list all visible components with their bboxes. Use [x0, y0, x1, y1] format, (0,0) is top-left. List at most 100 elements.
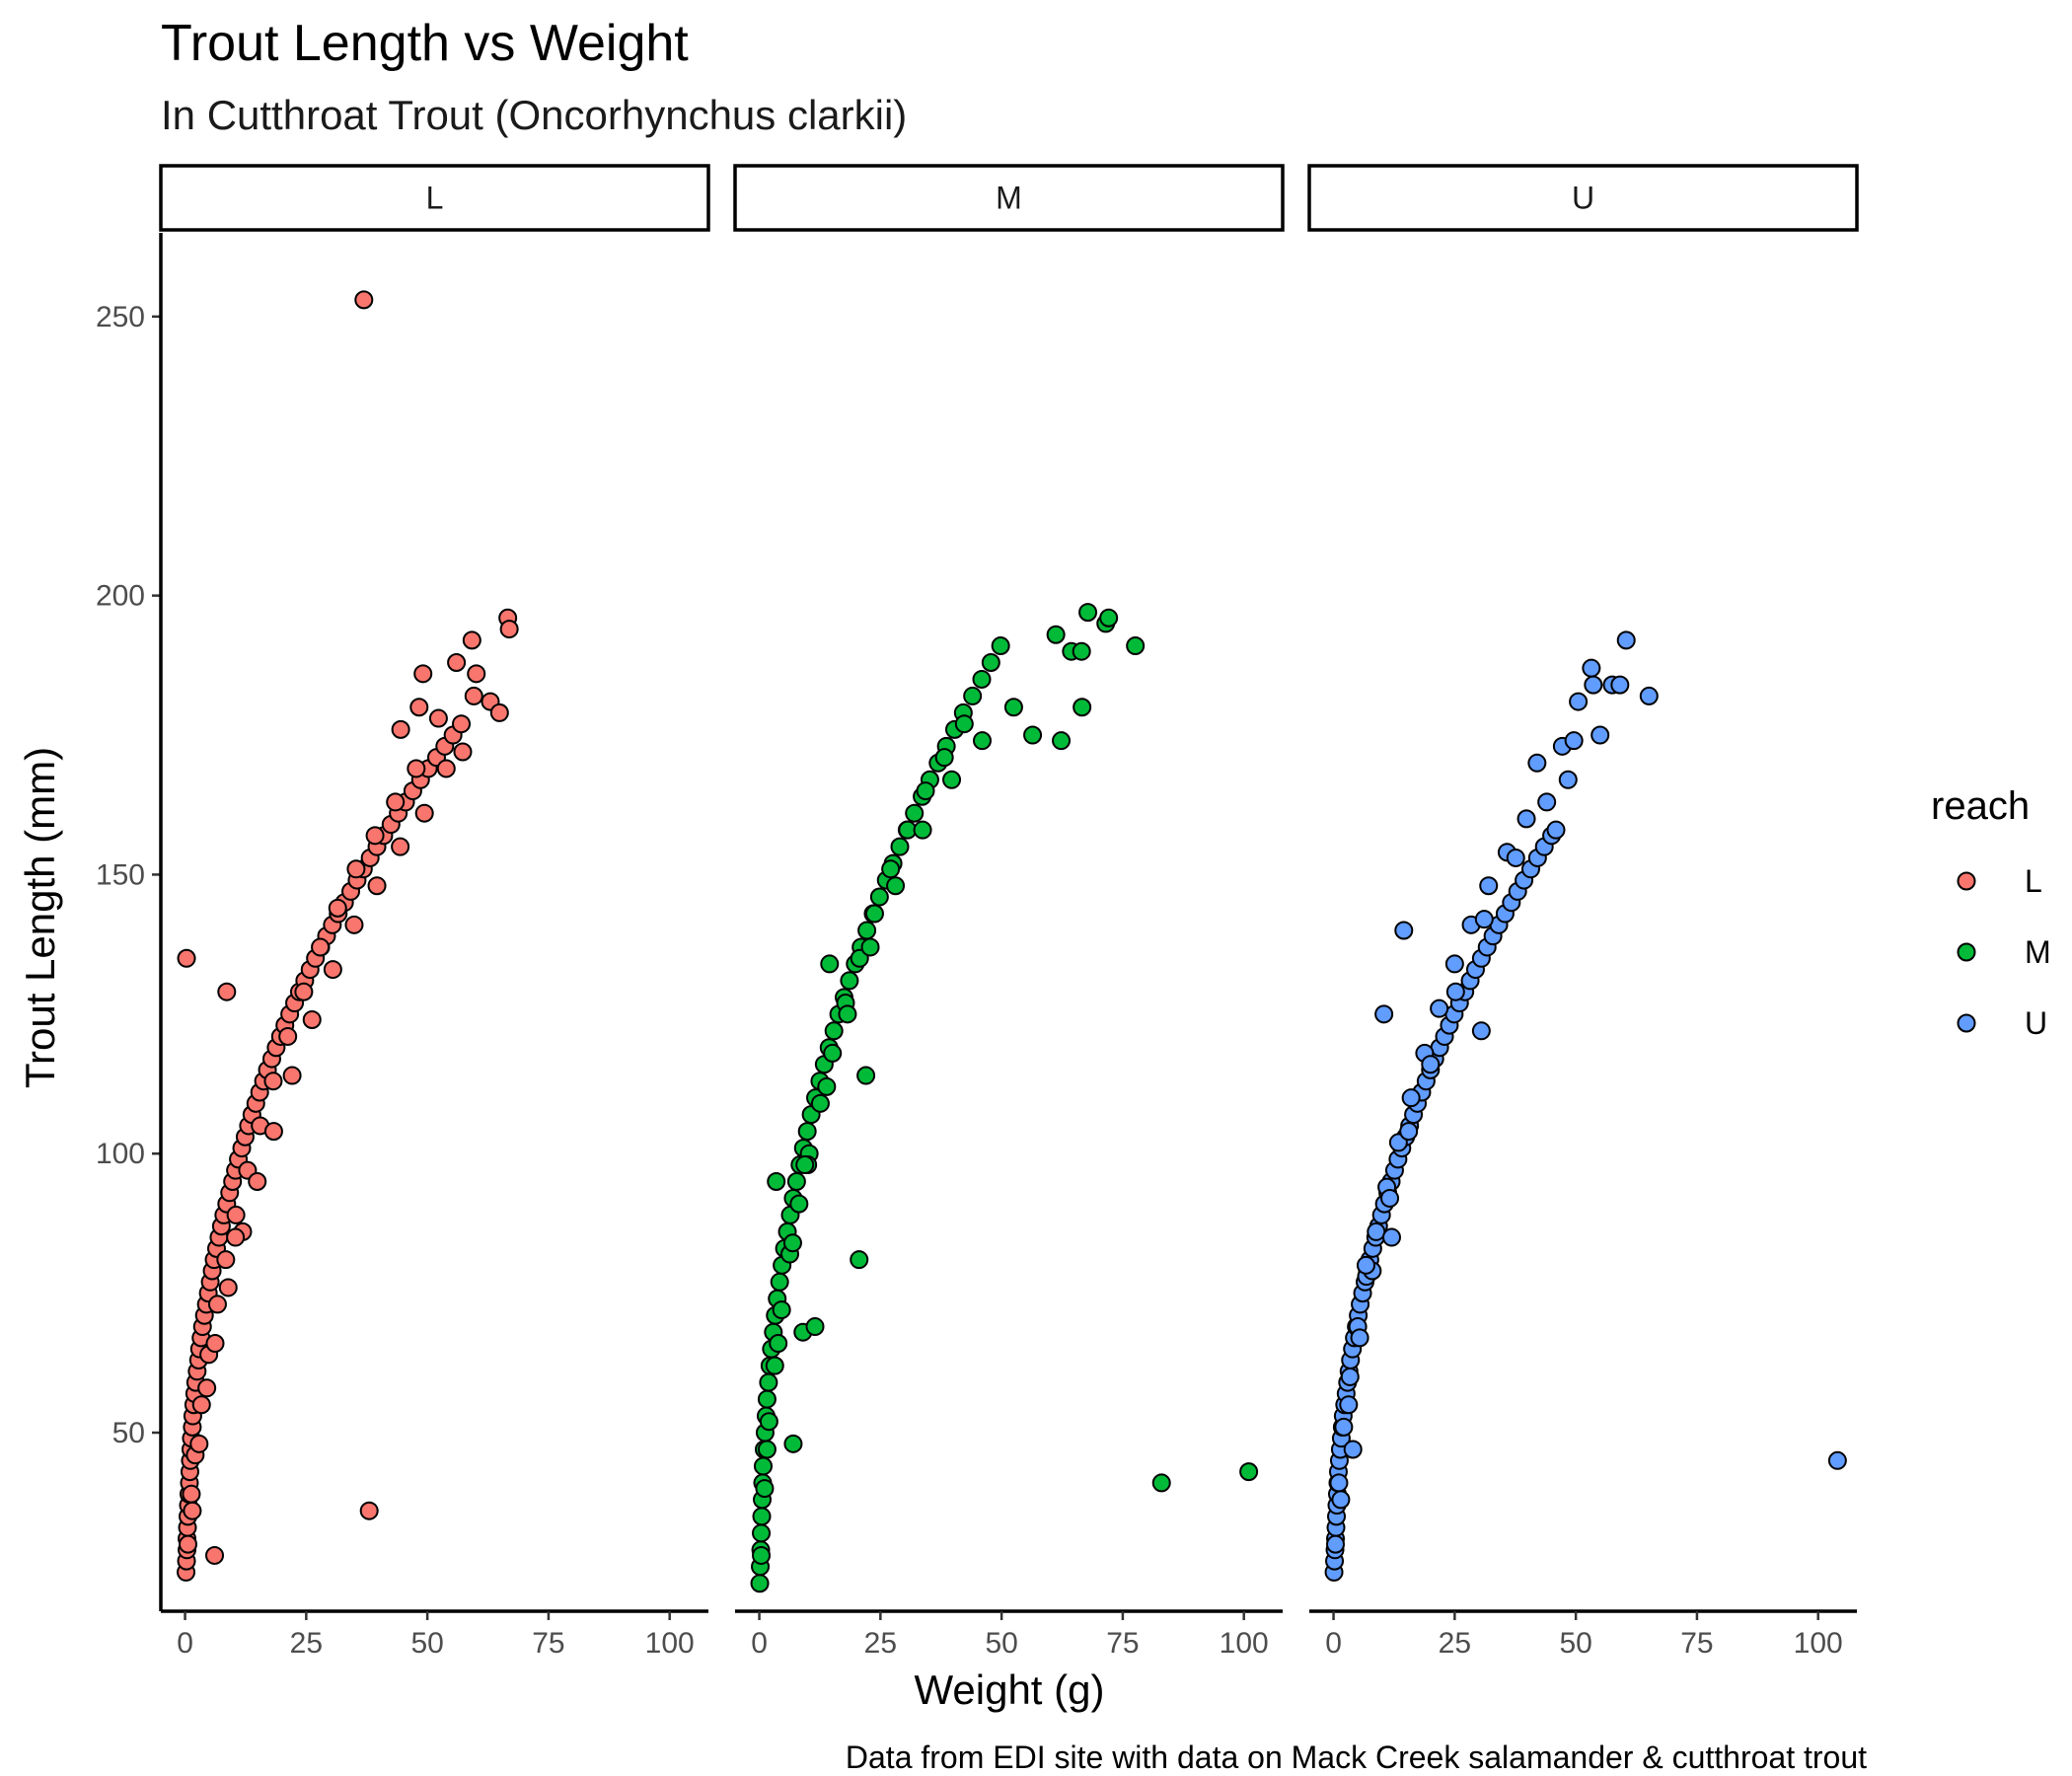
data-point	[189, 1434, 209, 1453]
data-point	[963, 686, 983, 705]
data-point	[750, 1574, 770, 1593]
data-point	[757, 1389, 777, 1409]
data-point	[328, 898, 347, 918]
data-point	[183, 1501, 202, 1520]
data-point	[499, 620, 519, 639]
data-point	[850, 948, 869, 968]
data-point	[453, 742, 473, 762]
data-point	[428, 708, 448, 728]
data-point	[294, 982, 314, 1001]
data-point	[753, 1456, 773, 1476]
data-point	[1126, 636, 1146, 656]
legend-key-l	[1957, 871, 1976, 891]
data-point	[991, 636, 1010, 656]
legend-title: reach	[1931, 784, 2030, 828]
data-point	[752, 1545, 772, 1565]
data-point	[1073, 698, 1092, 717]
data-point	[856, 1066, 876, 1085]
y-tick-label: 50	[112, 1417, 145, 1449]
panels: 50 100 150 200 250 L 0 25 50 75 100 M 0 25 50 75 100 U 0 25…	[96, 164, 1859, 1660]
data-point	[1367, 1221, 1386, 1241]
data-point	[1527, 753, 1547, 773]
data-point	[981, 653, 1000, 673]
data-point	[359, 1501, 379, 1520]
chart-subtitle: In Cutthroat Trout (Oncorhynchus clarkii…	[161, 92, 907, 138]
data-point	[1582, 658, 1601, 678]
data-point	[226, 1227, 246, 1247]
data-point	[1827, 1450, 1847, 1470]
data-point	[1334, 1417, 1354, 1437]
data-point	[489, 703, 509, 722]
legend-label: U	[2025, 1005, 2047, 1041]
x-tick-label: 50	[1559, 1627, 1591, 1660]
x-tick-label: 75	[532, 1627, 564, 1660]
series-points-m	[750, 603, 1259, 1593]
x-tick-label: 0	[1325, 1627, 1342, 1660]
data-point	[1326, 1534, 1346, 1554]
data-point	[850, 1250, 869, 1270]
y-tick-label: 100	[96, 1138, 145, 1170]
chart-caption: Data from EDI site with data on Mack Cre…	[846, 1739, 1867, 1775]
data-point	[1444, 954, 1464, 974]
data-point	[197, 1378, 217, 1398]
y-tick-label: 150	[96, 858, 145, 891]
data-point	[217, 982, 237, 1001]
facet-strip-label: U	[1572, 181, 1594, 216]
data-point	[436, 759, 456, 778]
data-point	[759, 1412, 778, 1432]
data-point	[1380, 1188, 1400, 1208]
data-point	[1517, 809, 1536, 829]
data-point	[365, 826, 385, 846]
data-point	[934, 748, 954, 768]
data-point	[191, 1395, 211, 1415]
data-point	[1099, 608, 1119, 628]
data-point	[1340, 1367, 1360, 1386]
data-point	[182, 1484, 201, 1504]
data-point	[302, 1009, 322, 1029]
data-point	[864, 904, 884, 924]
facet-panel-u: U 0 25 50 75 100	[1307, 164, 1859, 1660]
data-point	[467, 664, 486, 684]
data-point	[1381, 1227, 1401, 1247]
data-point	[391, 719, 410, 739]
legend-label: L	[2025, 863, 2042, 899]
data-point	[838, 1004, 857, 1024]
data-point	[1078, 603, 1098, 623]
data-point	[905, 803, 925, 823]
data-point	[413, 664, 433, 684]
data-point	[1151, 1473, 1171, 1493]
data-point	[452, 714, 472, 734]
data-point	[409, 698, 429, 717]
data-point	[1401, 1088, 1421, 1108]
y-tick-label: 250	[96, 301, 145, 333]
facet-strip	[733, 164, 1285, 232]
data-point	[216, 1250, 236, 1270]
data-point	[869, 887, 889, 907]
data-point	[752, 1523, 772, 1543]
x-tick-label: 100	[645, 1627, 695, 1660]
data-point	[786, 1171, 806, 1191]
data-point	[205, 1545, 225, 1565]
data-point	[1569, 692, 1589, 711]
data-point	[464, 686, 483, 705]
data-point	[263, 1072, 283, 1091]
data-point	[840, 971, 859, 991]
data-point	[1343, 1440, 1363, 1459]
series-points-u	[1324, 630, 1847, 1582]
x-tick-label: 50	[410, 1627, 443, 1660]
facet-strip-label: M	[996, 181, 1022, 216]
data-point	[972, 669, 992, 689]
data-point	[759, 1372, 778, 1392]
y-tick-label: 200	[96, 580, 145, 613]
x-tick-label: 50	[985, 1627, 1017, 1660]
data-point	[1003, 698, 1023, 717]
data-point	[462, 630, 481, 650]
data-point	[407, 759, 426, 778]
data-point	[1537, 792, 1557, 812]
data-point	[757, 1440, 777, 1459]
data-point	[789, 1194, 809, 1214]
data-point	[1430, 999, 1449, 1018]
data-point	[1072, 641, 1091, 661]
data-point	[783, 1434, 803, 1453]
